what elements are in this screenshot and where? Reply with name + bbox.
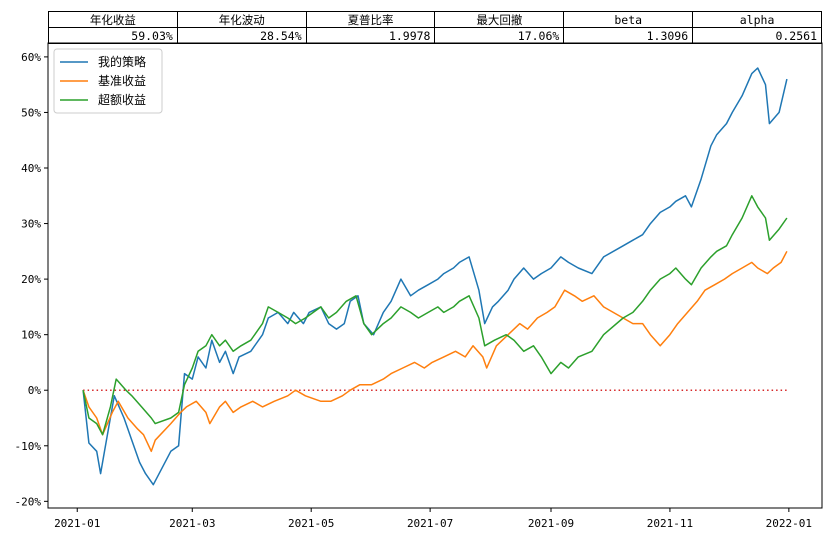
y-tick-label: 0%: [28, 384, 42, 397]
series-line-1: [82, 250, 788, 453]
y-tick-label: 20%: [21, 273, 41, 286]
metrics-table: 年化收益 年化波动 夏普比率 最大回撤 beta alpha 59.03% 28…: [48, 11, 822, 44]
legend-box: [53, 48, 163, 114]
x-tick-label: 2021-07: [407, 517, 453, 530]
x-tick-label: 2021-09: [528, 517, 574, 530]
legend-label: 超额收益: [98, 92, 146, 107]
x-tick-label: 2021-11: [647, 517, 693, 530]
plot-area: [47, 42, 823, 509]
y-tick-label: -10%: [15, 440, 42, 453]
y-axis: -20% -10% 0% 10% 20% 30% 40% 50% 60%: [15, 51, 48, 508]
x-tick-label: 2021-03: [169, 517, 215, 530]
y-tick-label: 50%: [21, 106, 41, 119]
y-tick-label: 60%: [21, 51, 41, 64]
metrics-header-row: 年化收益 年化波动 夏普比率 最大回撤 beta alpha: [48, 11, 822, 28]
y-tick-label: 10%: [21, 329, 41, 342]
y-tick-label: 40%: [21, 162, 41, 175]
x-axis: 2021-01 2021-03 2021-05 2021-07 2021-09 2021-…: [54, 508, 812, 530]
series-line-0: [82, 67, 788, 486]
series-line-2: [82, 195, 788, 436]
legend-label: 我的策略: [98, 54, 146, 69]
series-layer: [82, 67, 788, 486]
legend-label: 基准收益: [98, 74, 146, 88]
x-tick-label: 2022-01: [766, 517, 812, 530]
y-tick-label: -20%: [15, 495, 42, 508]
y-tick-label: 30%: [21, 218, 41, 231]
x-tick-label: 2021-05: [288, 517, 334, 530]
metric-header-beta: beta: [563, 11, 694, 28]
x-tick-label: 2021-01: [54, 517, 100, 530]
